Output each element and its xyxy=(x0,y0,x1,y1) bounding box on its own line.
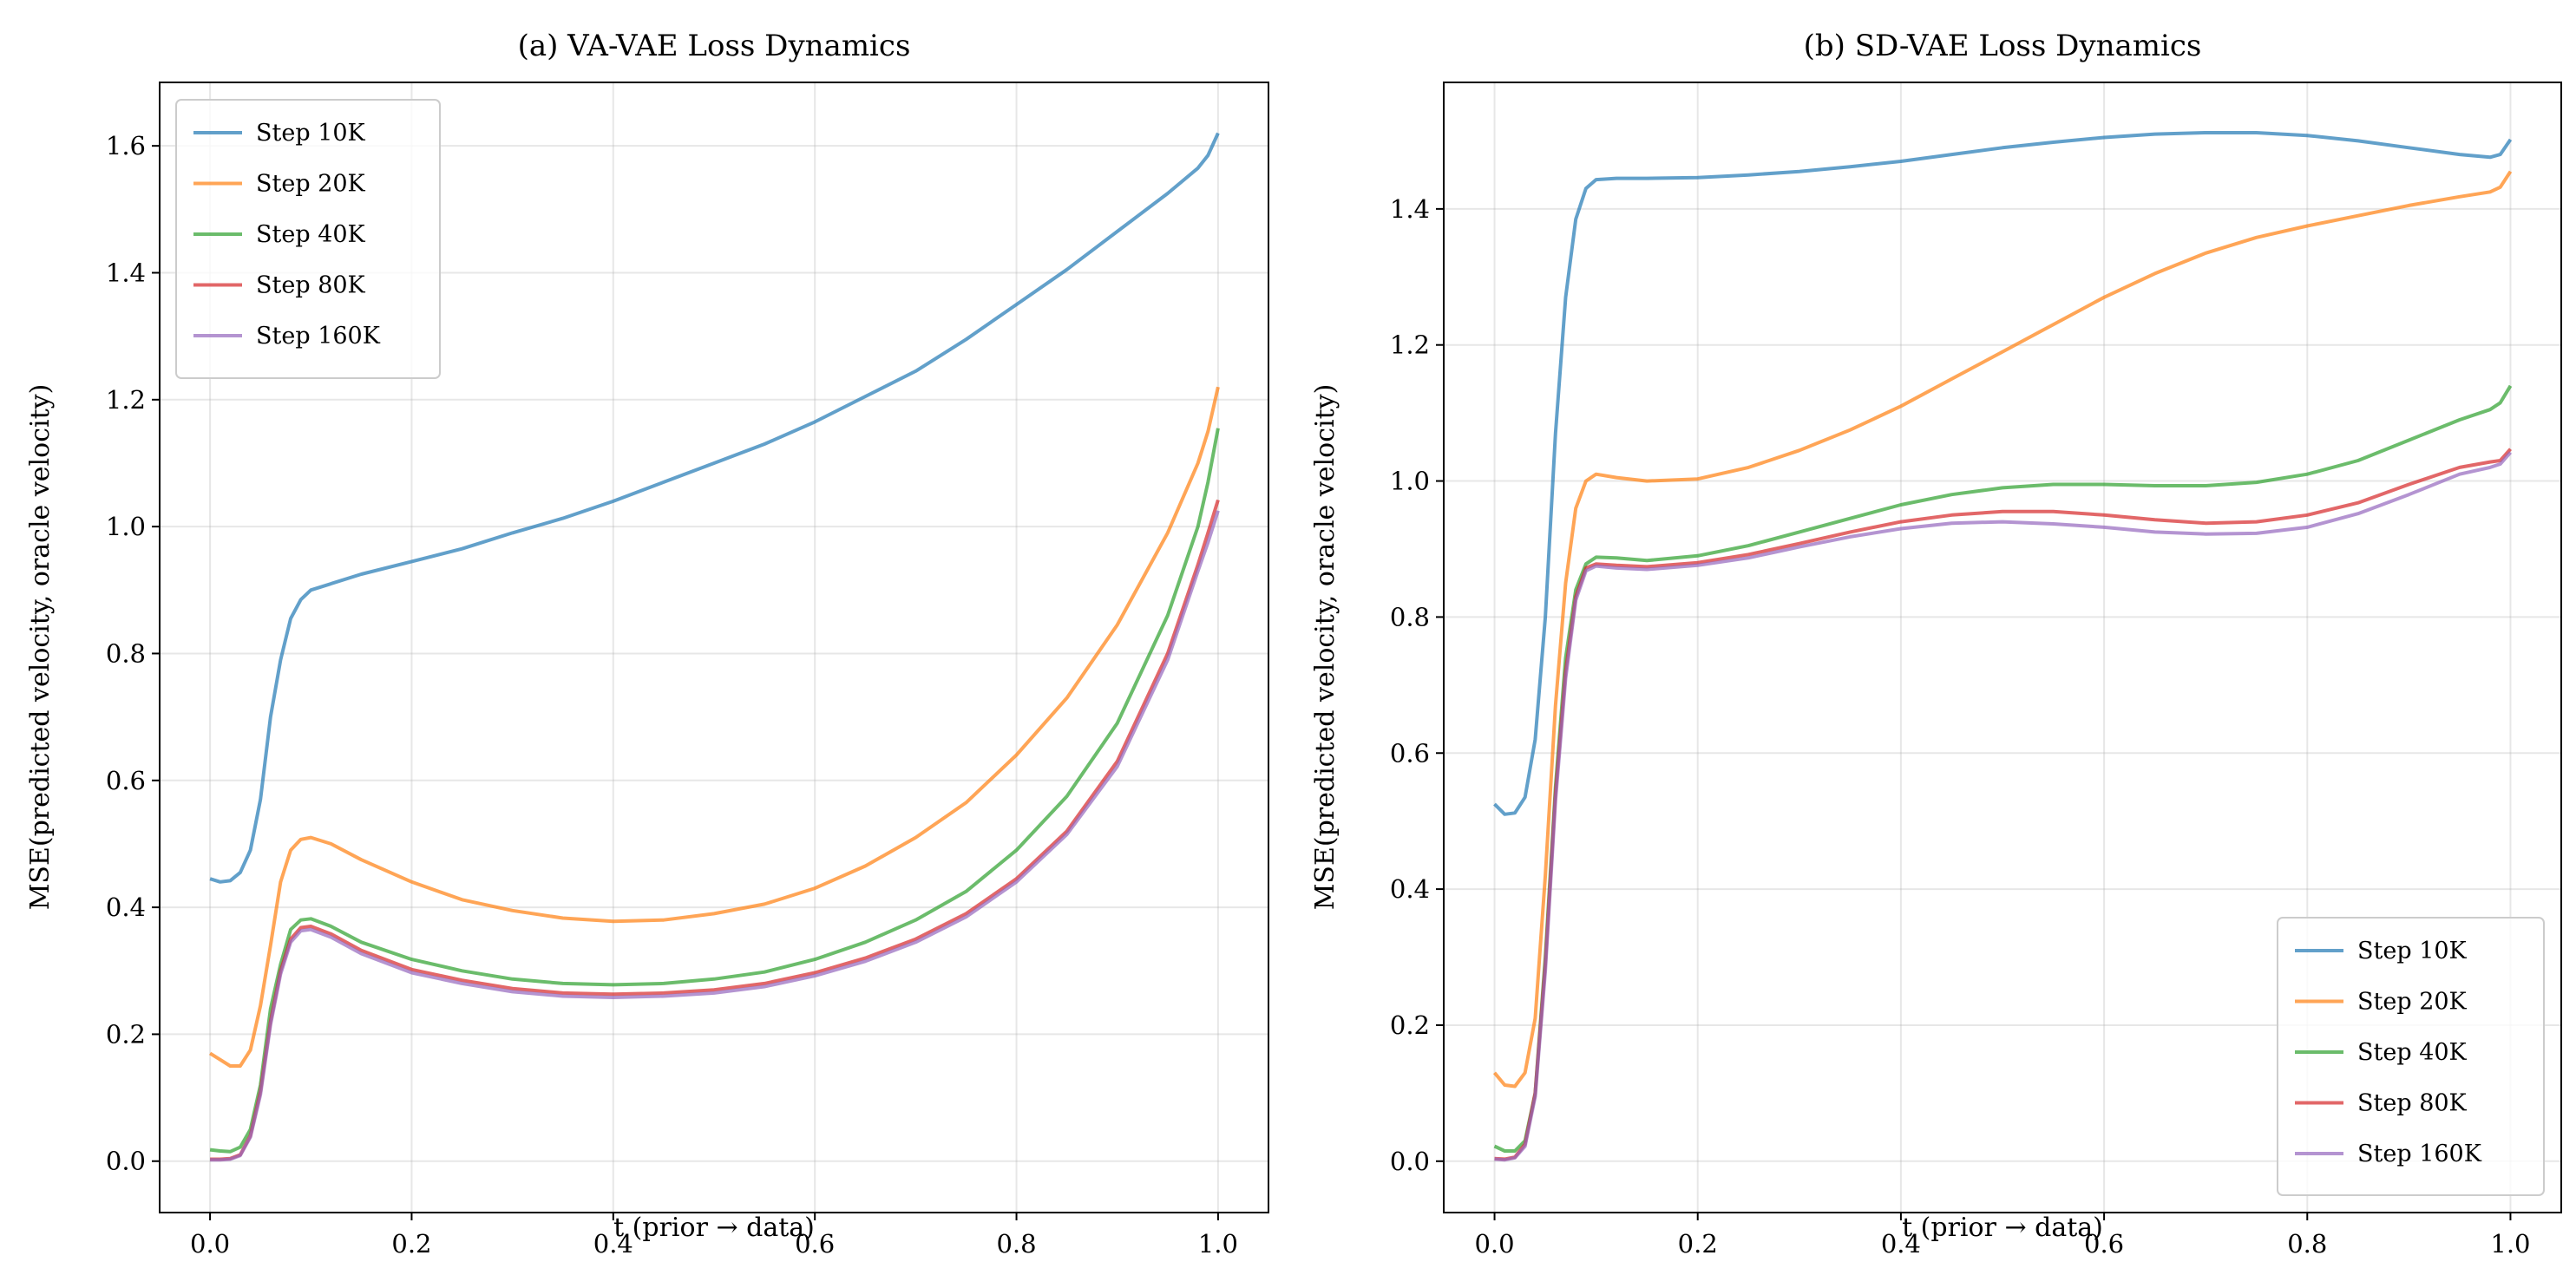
y-tick-label: 1.0 xyxy=(106,512,146,541)
panel-b: (b) SD-VAE Loss Dynamics t (prior → data… xyxy=(1310,29,2201,1243)
legend-frame xyxy=(175,99,441,379)
legend-label: Step 10K xyxy=(256,120,366,147)
panel-a: (a) VA-VAE Loss Dynamics t (prior → data… xyxy=(25,29,910,1243)
y-tick-label: 1.2 xyxy=(106,385,146,415)
y-tick-label: 1.0 xyxy=(1390,467,1430,496)
x-tick-label: 0.0 xyxy=(1474,1229,1514,1259)
panel-a-ylabel: MSE(predicted velocity, oracle velocity) xyxy=(25,384,56,911)
series-line-step-160k xyxy=(1494,451,2513,1162)
series-line-step-160k xyxy=(210,510,1220,1162)
plot-area-0: 0.0 0.2 0.4 0.6 0.8 1.0 0.0 0.2 0.4 0.6 0.8 1.0 1.2 1… xyxy=(106,82,1269,1259)
x-tick-label: 0.4 xyxy=(1881,1229,1921,1259)
panel-b-title: (b) SD-VAE Loss Dynamics xyxy=(1804,29,2202,63)
y-tick-label: 0.4 xyxy=(1390,874,1430,904)
panel-a-xlabel: t (prior → data) xyxy=(613,1213,815,1243)
series-line-step-20k xyxy=(1492,170,2513,1089)
x-tick-label: 1.0 xyxy=(1198,1229,1238,1259)
y-tick-label: 0.6 xyxy=(1390,738,1430,768)
x-tick-label: 0.2 xyxy=(1678,1229,1718,1259)
panel-b-ylabel: MSE(predicted velocity, oracle velocity) xyxy=(1310,384,1340,911)
legend-label: Step 10K xyxy=(2357,938,2468,964)
y-tick-label: 0.8 xyxy=(1390,602,1430,631)
legend-label: Step 20K xyxy=(2357,989,2468,1016)
series-line-step-10k xyxy=(209,132,1220,884)
y-tick-label: 1.6 xyxy=(106,131,146,160)
panel-b-xlabel: t (prior → data) xyxy=(1902,1213,2103,1243)
series-line-step-10k xyxy=(1493,131,2513,816)
y-tick-label: 0.0 xyxy=(1390,1147,1430,1176)
panel-a-title: (a) VA-VAE Loss Dynamics xyxy=(518,29,911,63)
legend: Step 10K Step 20K Step 40K Step 80K Step 160… xyxy=(175,99,441,379)
legend-label: Step 160K xyxy=(2357,1141,2482,1167)
legend: Step 10K Step 20K Step 40K Step 80K Step 160… xyxy=(2277,917,2545,1196)
legend-label: Step 40K xyxy=(2357,1039,2468,1066)
legend-label: Step 40K xyxy=(256,221,366,248)
y-tick-label: 0.8 xyxy=(106,638,146,668)
y-tick-label: 0.2 xyxy=(106,1019,146,1049)
x-tick-label: 1.0 xyxy=(2490,1229,2530,1259)
legend-label: Step 80K xyxy=(2357,1090,2468,1117)
y-tick-label: 0.2 xyxy=(1390,1010,1430,1040)
x-tick-label: 0.6 xyxy=(795,1229,835,1259)
legend-label: Step 160K xyxy=(256,323,381,350)
series-line-step-20k xyxy=(209,386,1220,1068)
legend-frame xyxy=(2277,917,2545,1196)
x-tick-label: 0.8 xyxy=(2287,1229,2327,1259)
y-tick-label: 1.2 xyxy=(1390,330,1430,360)
plot-area-1: 0.0 0.2 0.4 0.6 0.8 1.0 0.0 0.2 0.4 0.6 0.8 1.0 1.2 1… xyxy=(1390,82,2562,1259)
y-tick-label: 0.0 xyxy=(106,1147,146,1176)
x-tick-label: 0.8 xyxy=(996,1229,1036,1259)
y-tick-label: 0.6 xyxy=(106,766,146,795)
axes-frame xyxy=(159,82,1269,1213)
y-tick-label: 1.4 xyxy=(1390,194,1430,224)
x-tick-label: 0.0 xyxy=(190,1229,230,1259)
y-tick-label: 1.4 xyxy=(106,258,146,287)
x-tick-label: 0.6 xyxy=(2084,1229,2124,1259)
y-tick-label: 0.4 xyxy=(106,892,146,922)
legend-label: Step 80K xyxy=(256,272,366,299)
axes-frame xyxy=(1443,82,2562,1213)
x-tick-label: 0.2 xyxy=(391,1229,431,1259)
legend-label: Step 20K xyxy=(256,171,366,198)
x-tick-label: 0.4 xyxy=(593,1229,633,1259)
